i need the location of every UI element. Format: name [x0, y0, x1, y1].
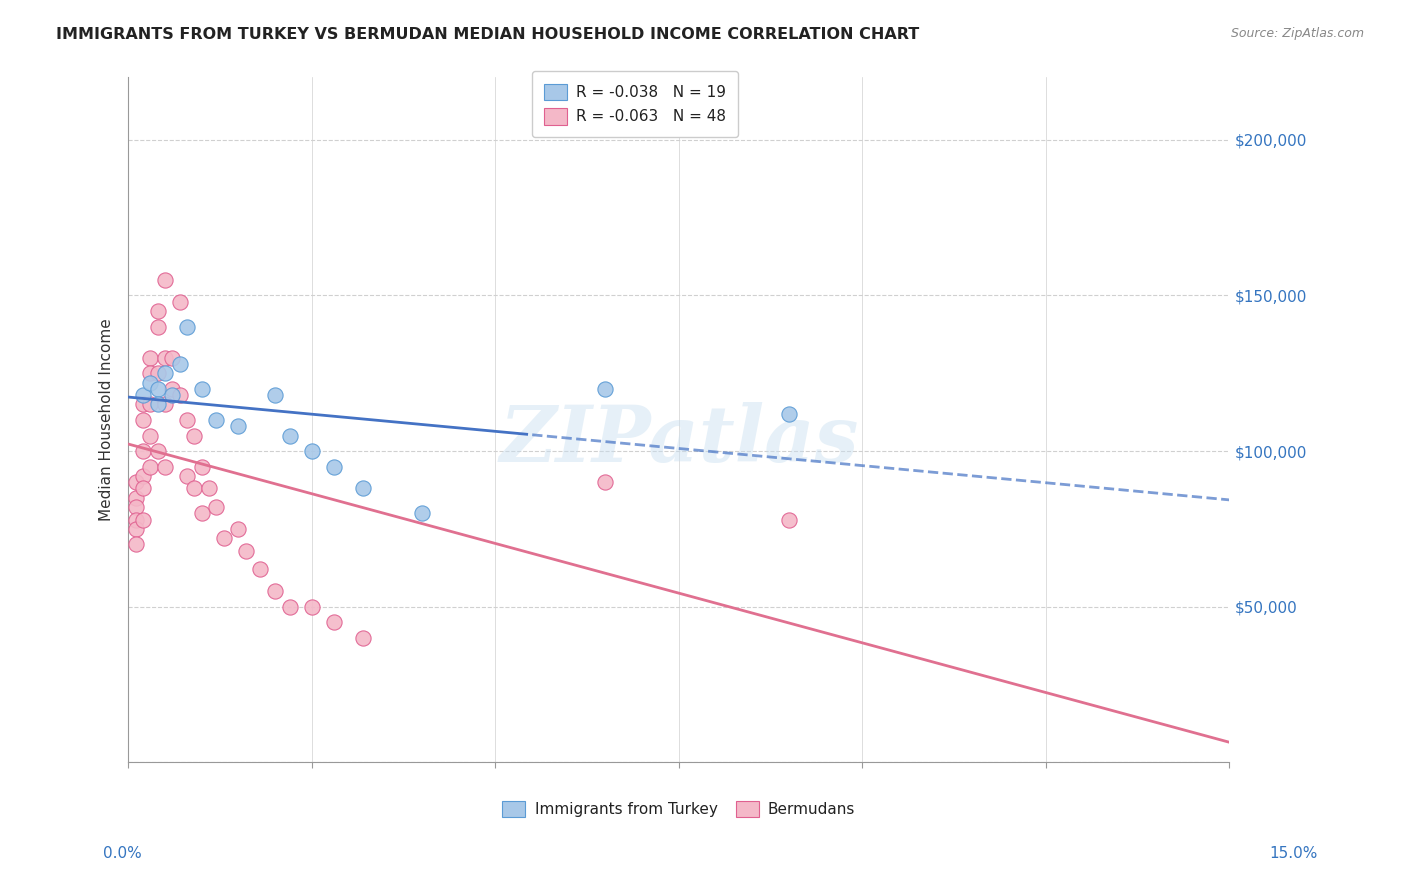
Point [162, 382, 184, 396]
Text: Source: ZipAtlas.com: Source: ZipAtlas.com [1230, 27, 1364, 40]
Point [153, 273, 176, 287]
Point [411, 506, 433, 520]
Point [132, 482, 155, 496]
Point [235, 543, 257, 558]
Point [153, 351, 176, 365]
Point [249, 562, 271, 576]
Point [778, 407, 800, 421]
Point [169, 388, 191, 402]
Point [146, 304, 169, 318]
Point [132, 469, 155, 483]
Point [322, 615, 344, 630]
Point [132, 444, 155, 458]
Point [205, 413, 228, 427]
Text: 15.0%: 15.0% [1270, 847, 1317, 861]
Point [124, 475, 146, 490]
Point [132, 413, 155, 427]
Point [132, 512, 155, 526]
Point [176, 469, 198, 483]
Text: 0.0%: 0.0% [103, 847, 142, 861]
Point [278, 428, 301, 442]
Point [124, 522, 146, 536]
Point [146, 366, 169, 380]
Point [153, 459, 176, 474]
Point [322, 459, 344, 474]
Point [146, 444, 169, 458]
Point [139, 351, 162, 365]
Point [778, 512, 800, 526]
Point [124, 491, 146, 505]
Point [139, 366, 162, 380]
Point [146, 382, 169, 396]
Point [176, 413, 198, 427]
Y-axis label: Median Household Income: Median Household Income [100, 318, 114, 521]
Point [132, 388, 155, 402]
Point [139, 397, 162, 411]
Point [190, 382, 212, 396]
Point [595, 382, 617, 396]
Point [301, 599, 323, 614]
Point [183, 428, 205, 442]
Point [228, 419, 250, 434]
Point [124, 537, 146, 551]
Point [132, 397, 155, 411]
Point [228, 522, 250, 536]
Point [190, 506, 212, 520]
Point [146, 319, 169, 334]
Point [264, 584, 287, 599]
Point [264, 388, 287, 402]
Point [153, 397, 176, 411]
Point [169, 357, 191, 371]
Point [352, 631, 374, 645]
Point [595, 475, 617, 490]
Point [139, 459, 162, 474]
Point [124, 512, 146, 526]
Text: IMMIGRANTS FROM TURKEY VS BERMUDAN MEDIAN HOUSEHOLD INCOME CORRELATION CHART: IMMIGRANTS FROM TURKEY VS BERMUDAN MEDIA… [56, 27, 920, 42]
Point [212, 531, 235, 545]
Point [124, 500, 146, 515]
Point [301, 444, 323, 458]
Point [139, 376, 162, 390]
Point [278, 599, 301, 614]
Point [146, 397, 169, 411]
Point [198, 482, 221, 496]
Point [183, 482, 205, 496]
Point [162, 351, 184, 365]
Text: ZIPatlas: ZIPatlas [499, 402, 859, 479]
Point [176, 319, 198, 334]
Point [190, 459, 212, 474]
Point [352, 482, 374, 496]
Point [162, 388, 184, 402]
Legend: Immigrants from Turkey, Bermudans: Immigrants from Turkey, Bermudans [496, 795, 862, 823]
Point [153, 366, 176, 380]
Point [205, 500, 228, 515]
Point [139, 428, 162, 442]
Point [169, 294, 191, 309]
